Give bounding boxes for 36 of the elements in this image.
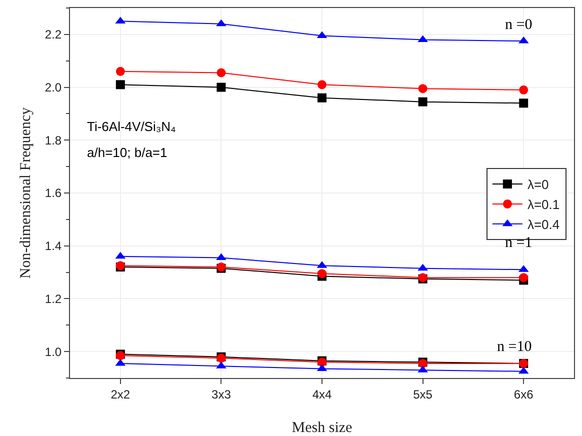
- y-tick-label: 1.0: [44, 344, 62, 359]
- x-tick-label: 5x5: [413, 387, 433, 402]
- x-tick-label: 6x6: [514, 387, 534, 402]
- point: [216, 68, 226, 78]
- point: [418, 97, 428, 106]
- legend-label: λ=0.4: [527, 216, 560, 232]
- annotation: n =10: [497, 339, 532, 355]
- point: [519, 273, 528, 282]
- y-tick-label: 2.0: [44, 80, 62, 94]
- point: [318, 80, 326, 90]
- point: [519, 98, 528, 108]
- annotation: a/h=10; b/a=1: [87, 145, 168, 160]
- y-tick-label: 1.4: [44, 239, 62, 254]
- point: [418, 84, 428, 94]
- y-tick-label: 2.2: [44, 28, 62, 42]
- y-tick-label: 1.6: [44, 186, 62, 200]
- x-axis-title: Mesh size: [292, 420, 353, 436]
- point: [418, 264, 428, 271]
- x-tick-label: 3x3: [212, 387, 232, 402]
- point: [216, 82, 226, 92]
- x-tick-label: 2x2: [110, 387, 130, 402]
- annotation: n =1: [505, 235, 532, 251]
- point: [519, 85, 528, 94]
- y-axis-title: Non-dimensional Frequency: [18, 106, 34, 279]
- point: [318, 269, 326, 278]
- point: [116, 66, 125, 76]
- x-tick-label: 4x4: [312, 387, 332, 402]
- annotation: n =0: [505, 17, 532, 33]
- annotation: Ti-6Al-4V/Si₃N₄: [87, 119, 176, 134]
- point: [116, 80, 125, 90]
- legend-label: λ=0.1: [527, 197, 560, 212]
- point: [318, 93, 326, 102]
- point: [216, 19, 226, 26]
- y-tick-label: 1.8: [44, 133, 62, 148]
- legend-label: λ=0: [527, 177, 549, 192]
- y-tick-label: 1.2: [44, 292, 62, 306]
